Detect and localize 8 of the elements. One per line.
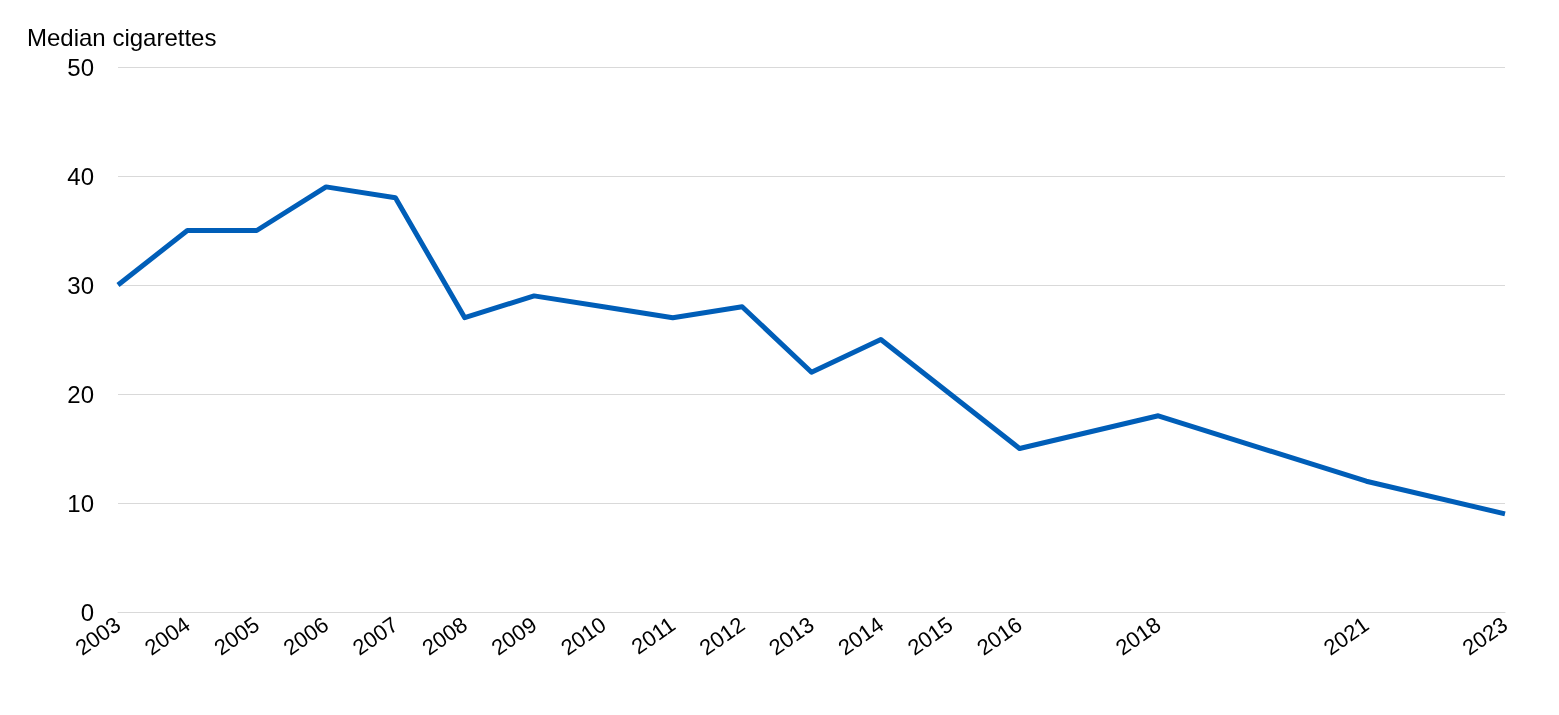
y-tick-label: 30 (67, 271, 94, 299)
y-axis-title: Median cigarettes (27, 23, 217, 51)
x-tick-label: 2008 (417, 611, 472, 661)
x-tick-label: 2011 (626, 611, 680, 660)
y-tick-label: 10 (67, 489, 94, 517)
y-tick-label: 40 (67, 162, 94, 190)
y-tick-label: 20 (67, 380, 94, 408)
y-tick-label: 50 (67, 53, 94, 81)
